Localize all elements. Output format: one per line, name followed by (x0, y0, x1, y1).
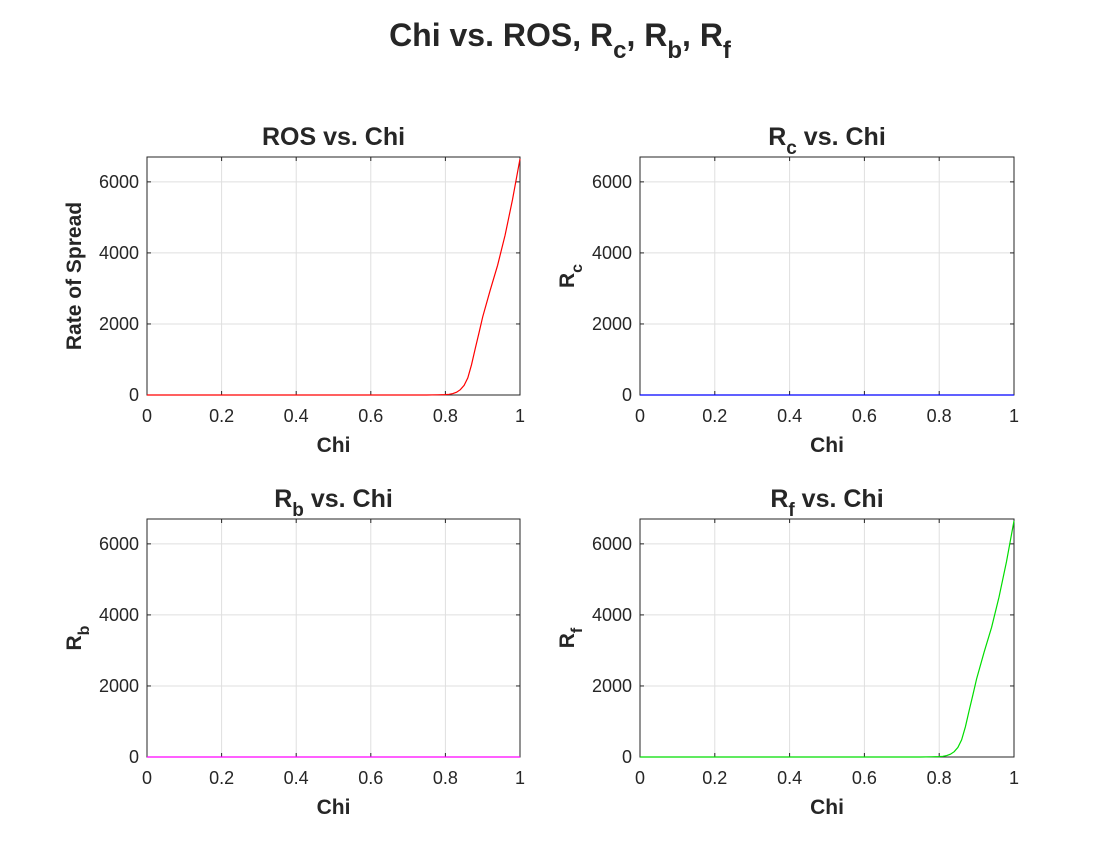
x-tick-label: 0 (142, 406, 152, 426)
x-tick-label: 0.8 (433, 406, 458, 426)
axes-box (639, 518, 1015, 758)
y-tick-label: 6000 (99, 534, 139, 554)
x-axis-label: Chi (317, 796, 351, 819)
subplot-2: 0 0.2 0.4 0.6 0.8 1 0 2000 4000 6000 Rc vs. Chi Chi… (556, 123, 1019, 457)
x-tick-label: 0.4 (777, 768, 802, 788)
y-tick-label: 2000 (592, 676, 632, 696)
x-tick-label: 0 (635, 406, 645, 426)
y-tick-label: 0 (129, 385, 139, 405)
subplot-1: 0 0.2 0.4 0.6 0.8 1 0 2000 4000 6000 ROS vs. Chi Ch… (63, 123, 525, 457)
x-tick-label: 0.8 (927, 406, 952, 426)
x-tick-label: 0.4 (777, 406, 802, 426)
subplot-title: ROS vs. Chi (262, 123, 405, 151)
x-tick-label: 1 (515, 768, 525, 788)
subplot-title: Rc vs. Chi (768, 123, 886, 159)
x-tick-label: 0.2 (209, 406, 234, 426)
x-tick-label: 0.2 (702, 406, 727, 426)
y-axis-label: Rate of Spread (63, 202, 86, 350)
x-tick-label: 1 (1009, 768, 1019, 788)
x-tick-label: 0 (142, 768, 152, 788)
y-tick-label: 0 (622, 385, 632, 405)
x-tick-label: 1 (515, 406, 525, 426)
subplot-title: Rb vs. Chi (274, 485, 393, 521)
y-tick-label: 6000 (592, 172, 632, 192)
y-axis-label: Rb (63, 625, 93, 650)
x-tick-label: 0 (635, 768, 645, 788)
x-tick-label: 0.8 (433, 768, 458, 788)
subplot-4: 0 0.2 0.4 0.6 0.8 1 0 2000 4000 6000 Rf vs. Chi Chi… (556, 485, 1019, 819)
x-tick-label: 1 (1009, 406, 1019, 426)
x-tick-label: 0.6 (852, 768, 877, 788)
subplot-3: 0 0.2 0.4 0.6 0.8 1 0 2000 4000 6000 Rb vs. Chi Chi… (63, 485, 525, 819)
y-tick-label: 4000 (592, 243, 632, 263)
series-line (147, 158, 521, 396)
x-tick-label: 0.8 (927, 768, 952, 788)
y-tick-label: 6000 (99, 172, 139, 192)
x-tick-label: 0.6 (358, 406, 383, 426)
y-tick-label: 2000 (99, 314, 139, 334)
figure-title: Chi vs. ROS, Rc, Rb, Rf (389, 17, 732, 64)
subplot-title: Rf vs. Chi (770, 485, 883, 521)
x-tick-label: 0.4 (284, 768, 309, 788)
x-tick-label: 0.6 (852, 406, 877, 426)
y-tick-label: 4000 (99, 243, 139, 263)
axes-box (639, 156, 1015, 396)
x-tick-label: 0.6 (358, 768, 383, 788)
x-tick-label: 0.2 (702, 768, 727, 788)
y-tick-label: 4000 (99, 605, 139, 625)
x-axis-label: Chi (810, 796, 844, 819)
y-axis-label: Rf (556, 627, 586, 648)
axes-box (146, 518, 521, 758)
y-tick-label: 4000 (592, 605, 632, 625)
x-tick-label: 0.2 (209, 768, 234, 788)
x-axis-label: Chi (810, 434, 844, 457)
x-axis-label: Chi (317, 434, 351, 457)
y-tick-label: 0 (129, 747, 139, 767)
axes-box (146, 156, 521, 396)
y-axis-label: Rc (556, 264, 586, 288)
x-tick-label: 0.4 (284, 406, 309, 426)
y-tick-label: 2000 (99, 676, 139, 696)
y-tick-label: 6000 (592, 534, 632, 554)
y-tick-label: 2000 (592, 314, 632, 334)
series-line (640, 520, 1015, 758)
y-tick-label: 0 (622, 747, 632, 767)
